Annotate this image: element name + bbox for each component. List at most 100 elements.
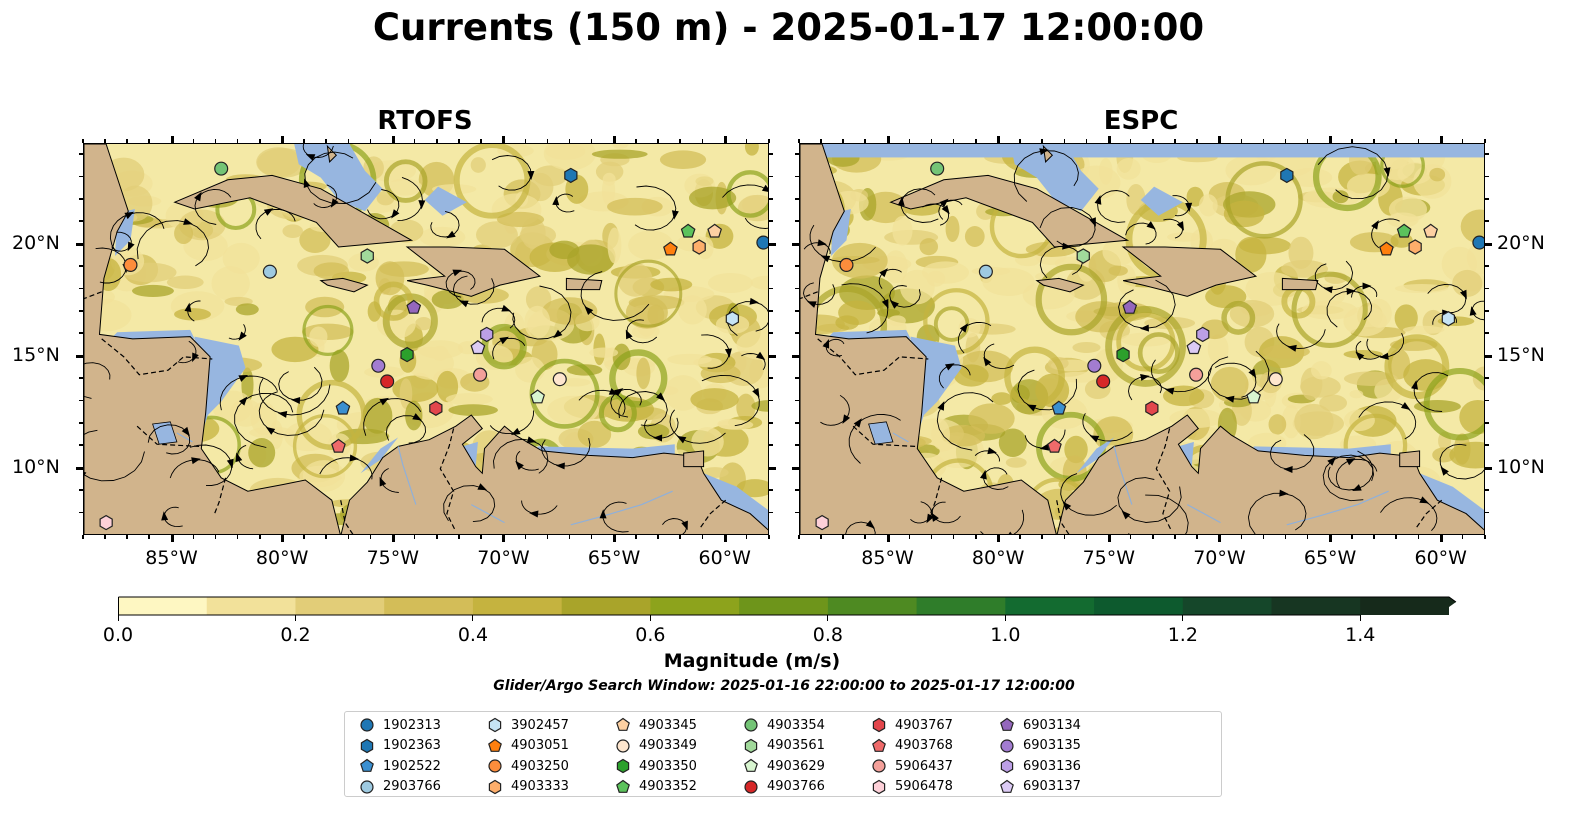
x-tick-bottom [997,535,1001,542]
streamline-arrow [1459,289,1467,300]
legend-marker-icon [488,717,502,733]
colorbar-tick-label: 0.8 [812,624,843,646]
lake-nicaragua [868,421,894,445]
streamline-arrow [1383,167,1391,177]
x-tick-label: 70°W [1193,547,1246,569]
legend-marker-icon [872,779,886,794]
streamline-arrow [937,401,945,411]
streamline-arrow [1224,395,1235,403]
streamline-arrow [681,520,688,531]
speed-patch [1429,167,1446,182]
x-tick-bottom [1329,535,1333,542]
legend-marker-4903350 [616,758,630,774]
colorbar-segment [1094,597,1184,615]
legend-item: 6903136 [999,756,1081,776]
streamline-arrow [265,426,276,435]
speed-patch [691,427,724,457]
y-tick-left [792,354,799,358]
speed-patch [1064,435,1088,464]
float-marker-6903137 [470,340,486,355]
y-tick-left [795,220,799,222]
speed-patch [589,347,619,358]
x-tick-bottom [413,535,416,539]
speed-patch [998,428,1027,457]
x-tick-top [1439,136,1443,143]
legend-item: 6903135 [999,736,1081,756]
y-tick-label: 10°N [12,455,60,478]
speed-patch [211,266,250,301]
legend-marker-icon [616,738,630,753]
eddy-ring [1423,368,1484,441]
x-tick-top [1174,139,1176,143]
x-tick-bottom [1262,535,1265,539]
y-tick-right [1485,422,1489,424]
x-tick-bottom [458,535,460,539]
streamline-arrow [303,178,311,189]
speed-patch [166,275,204,290]
streamline-arrow [1039,443,1050,451]
eddy-ring [383,159,428,203]
speed-patch [1301,300,1358,320]
streamline-arrow [807,301,817,308]
speed-patch [577,420,612,448]
colorbar-tick-mark [472,615,474,621]
land-trinidad [1399,450,1421,468]
float-marker-4903629 [1246,389,1262,404]
speed-patch [736,393,756,421]
speed-patch [250,401,277,436]
speed-patch [744,144,759,156]
x-tick-top [1484,139,1486,143]
y-tick-right [769,198,773,200]
streamline-arrow [1345,458,1356,466]
x-tick-label: 75°W [366,547,420,569]
float-marker-4903349 [552,372,567,387]
y-tick-left [795,287,799,290]
speed-patch [953,364,989,387]
speed-patch [991,392,1013,405]
legend-marker-6903134 [1000,717,1014,731]
float-marker-4903768 [1047,438,1062,453]
x-tick-top [1129,139,1132,143]
shallow-colombiaShelf [360,437,399,474]
speed-patch [1116,158,1141,180]
y-tick-right [1485,466,1492,470]
panel-title-rtofs: RTOFS [377,106,473,136]
float-marker-1902363 [1280,167,1294,184]
legend-marker-icon [616,758,630,774]
y-tick-right [769,399,773,402]
streamline-arrow [277,410,288,418]
streamline-arrow [881,299,889,309]
x-tick-bottom [1484,535,1486,539]
speed-patch [612,144,629,149]
x-tick-top [590,139,593,143]
y-tick-left [795,511,799,514]
legend-marker-2903766 [360,779,374,794]
speed-patch [1449,441,1484,469]
country-border [800,291,818,300]
shallow-turks [1140,186,1183,216]
speed-patch [431,345,449,361]
float-marker-4903354 [930,161,945,176]
speed-patch [982,267,1035,296]
y-tick-left [795,332,799,334]
streamline-arrow [931,512,939,522]
legend-marker-4903767 [872,717,886,733]
streamline-arrow [752,388,760,398]
streamline-arrow [194,191,202,202]
streamline-arrow [305,154,316,161]
speed-patch [1394,283,1449,294]
y-tick-right [769,489,773,491]
x-tick-bottom [347,535,350,539]
speed-patch [299,227,331,254]
colorbar-outline [118,596,1457,616]
float-marker-4903250 [123,257,138,272]
streamline-arrow [761,184,768,192]
legend-marker-icon [616,779,630,793]
y-tick-left [79,220,83,222]
float-marker-6903134 [1122,299,1138,314]
streamline-arrow [501,304,511,312]
legend-item: 4903629 [743,756,825,776]
y-tick-left [795,310,799,312]
float-marker-4903350 [400,346,414,363]
speed-patch [1332,190,1349,204]
